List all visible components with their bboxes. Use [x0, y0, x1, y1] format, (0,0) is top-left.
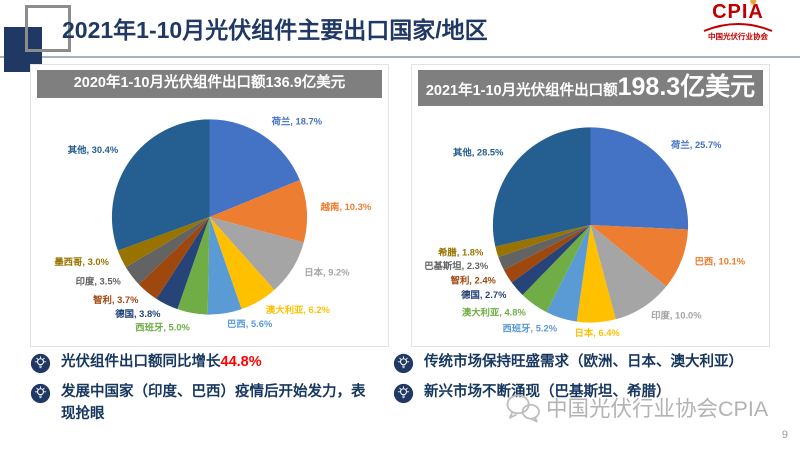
- lightbulb-icon: [30, 383, 51, 404]
- pie-slice-智利: [138, 217, 210, 300]
- charts-row: 2020年1-10月光伏组件出口额 136.9亿美元 荷兰, 18.7% 越南, 1…: [30, 64, 770, 348]
- bullet-text-main: 光伏组件出口额同比增长: [61, 354, 221, 370]
- pie-slice-日本: [576, 225, 616, 323]
- pie-slice-其他: [111, 119, 210, 251]
- pie-label-西班牙: 西班牙, 5.2%: [502, 323, 557, 334]
- pie-slice-巴基斯坦: [498, 225, 591, 271]
- page-title: 2021年1-10月光伏组件主要出口国家/地区: [62, 17, 488, 43]
- pie-slice-德国: [156, 217, 210, 310]
- sun-icon: ✹: [749, 0, 758, 7]
- lightbulb-icon: [393, 353, 414, 374]
- pie-slice-荷兰: [590, 127, 689, 230]
- pie-label-印度: 印度, 10.0%: [651, 310, 702, 321]
- pie-label-澳大利亚: 澳大利亚, 6.2%: [266, 304, 331, 315]
- pie-label-日本: 日本, 6.4%: [574, 328, 620, 339]
- chart-header-value: 136.9亿美元: [265, 75, 346, 91]
- pie-slice-越南: [209, 180, 308, 243]
- cpia-logo-subtext: 中国光伏行业协会: [708, 32, 768, 41]
- chart-panel-2021: 2021年1-10月光伏组件出口额 198.3亿美元 荷兰, 25.7% 巴西, 1…: [411, 64, 770, 348]
- pie-label-希腊: 希腊, 1.8%: [438, 247, 484, 258]
- bullet-text: 传统市场保持旺盛需求（欧洲、日本、澳大利亚）: [424, 352, 743, 374]
- chart-header-prefix: 2021年1-10月光伏组件出口额: [425, 83, 618, 99]
- page-number: 9: [781, 429, 788, 441]
- pie-label-澳大利亚: 澳大利亚, 4.8%: [462, 307, 527, 318]
- bullet-text-main: 传统市场保持旺盛需求（欧洲、日本、澳大利亚）: [424, 354, 743, 370]
- pie-label-印度: 印度, 3.5%: [76, 276, 122, 287]
- lightbulb-icon: [30, 353, 51, 374]
- pie-label-巴西: 巴西, 5.6%: [227, 319, 273, 329]
- bullets-left: 光伏组件出口额同比增长44.8% 发展中国家（印度、巴西）疫情后开始发力，表现抢…: [30, 352, 375, 434]
- pie-label-巴基斯坦: 巴基斯坦, 2.3%: [424, 261, 489, 272]
- watermark-text: 中国光伏行业协会CPIA: [546, 397, 769, 421]
- chart-header-2021: 2021年1-10月光伏组件出口额 198.3亿美元: [418, 70, 763, 107]
- pie-slice-西班牙: [177, 217, 210, 315]
- pie-slice-其他: [492, 127, 591, 247]
- bullet-text: 光伏组件出口额同比增长44.8%: [61, 352, 262, 374]
- pie-slice-澳大利亚: [522, 225, 591, 313]
- pie-label-智利: 智利, 3.7%: [92, 294, 139, 305]
- pie-slice-西班牙: [546, 225, 591, 323]
- chart-panel-2020: 2020年1-10月光伏组件出口额 136.9亿美元 荷兰, 18.7% 越南, 1…: [30, 64, 389, 348]
- pie-label-德国: 德国, 2.7%: [460, 289, 507, 300]
- pie-label-西班牙: 西班牙, 5.0%: [135, 322, 190, 333]
- cpia-logo-letters: CPIA: [712, 1, 764, 23]
- pie-label-墨西哥: 墨西哥, 3.0%: [54, 257, 109, 267]
- pie-slice-墨西哥: [117, 217, 210, 268]
- title-divider-line: [0, 56, 800, 58]
- pie-label-荷兰: 荷兰, 25.7%: [670, 139, 722, 150]
- pie-slice-德国: [511, 225, 591, 296]
- bullet-emerging-markets: 新兴市场不断涌现（巴基斯坦、希腊）: [393, 382, 792, 404]
- bullet-text: 发展中国家（印度、巴西）疫情后开始发力，表现抢眼: [61, 382, 375, 426]
- chart-header-2020: 2020年1-10月光伏组件出口额 136.9亿美元: [37, 70, 382, 99]
- pie-slice-印度: [590, 225, 667, 320]
- bullet-text-highlight: 44.8%: [220, 354, 262, 370]
- bullets-right: 传统市场保持旺盛需求（欧洲、日本、澳大利亚） 新兴市场不断涌现（巴基斯坦、希腊）: [393, 352, 792, 434]
- cpia-logo-text: CPIA ✹: [688, 0, 788, 23]
- pie-label-日本: 日本, 9.2%: [304, 267, 350, 278]
- chart-header-value: 198.3亿美元: [617, 73, 756, 101]
- lightbulb-icon: [393, 383, 414, 404]
- pie-svg-0: 荷兰, 18.7% 越南, 10.3% 日本, 9.2% 澳大利亚, 6.2% 巴西, …: [54, 116, 372, 333]
- bullet-text: 新兴市场不断涌现（巴基斯坦、希腊）: [424, 382, 671, 404]
- decor-outline-square: [25, 5, 71, 52]
- pie-label-荷兰: 荷兰, 18.7%: [271, 116, 323, 127]
- pie-slice-智利: [503, 225, 591, 283]
- pie-label-德国: 德国, 3.8%: [114, 308, 161, 319]
- bullet-developing-countries: 发展中国家（印度、巴西）疫情后开始发力，表现抢眼: [30, 382, 375, 426]
- pie-slice-巴西: [590, 225, 688, 287]
- pie-slice-澳大利亚: [209, 217, 275, 310]
- watermark: 中国光伏行业协会CPIA: [505, 392, 768, 423]
- pie-label-越南: 越南, 10.3%: [320, 201, 372, 212]
- chart-header-prefix: 2020年1-10月光伏组件出口额: [73, 75, 266, 91]
- cpia-logo: CPIA ✹ 中国光伏行业协会: [688, 0, 788, 41]
- bullet-text-main: 发展中国家（印度、巴西）疫情后开始发力，表现抢眼: [61, 384, 366, 422]
- pie-label-智利: 智利, 2.4%: [450, 275, 497, 286]
- bullet-traditional-markets: 传统市场保持旺盛需求（欧洲、日本、澳大利亚）: [393, 352, 792, 374]
- pie-slice-日本: [209, 217, 304, 291]
- pie-slice-印度: [125, 217, 210, 285]
- bullets-section: 光伏组件出口额同比增长44.8% 发展中国家（印度、巴西）疫情后开始发力，表现抢…: [30, 352, 792, 434]
- pie-label-其他: 其他, 30.4%: [68, 145, 119, 156]
- pie-svg-1: 荷兰, 25.7% 巴西, 10.1% 印度, 10.0% 日本, 6.4% 西班牙, …: [424, 127, 746, 339]
- bullet-export-growth: 光伏组件出口额同比增长44.8%: [30, 352, 375, 374]
- wechat-icon: [506, 393, 540, 422]
- pie-label-其他: 其他, 28.5%: [453, 147, 504, 158]
- logo-arch-icon: [703, 23, 773, 32]
- pie-label-巴西: 巴西, 10.1%: [695, 257, 746, 267]
- pie-slice-荷兰: [209, 119, 300, 218]
- pie-slice-希腊: [495, 225, 591, 258]
- pie-slice-巴西: [207, 217, 242, 315]
- bullet-text-main: 新兴市场不断涌现（巴基斯坦、希腊）: [424, 384, 671, 400]
